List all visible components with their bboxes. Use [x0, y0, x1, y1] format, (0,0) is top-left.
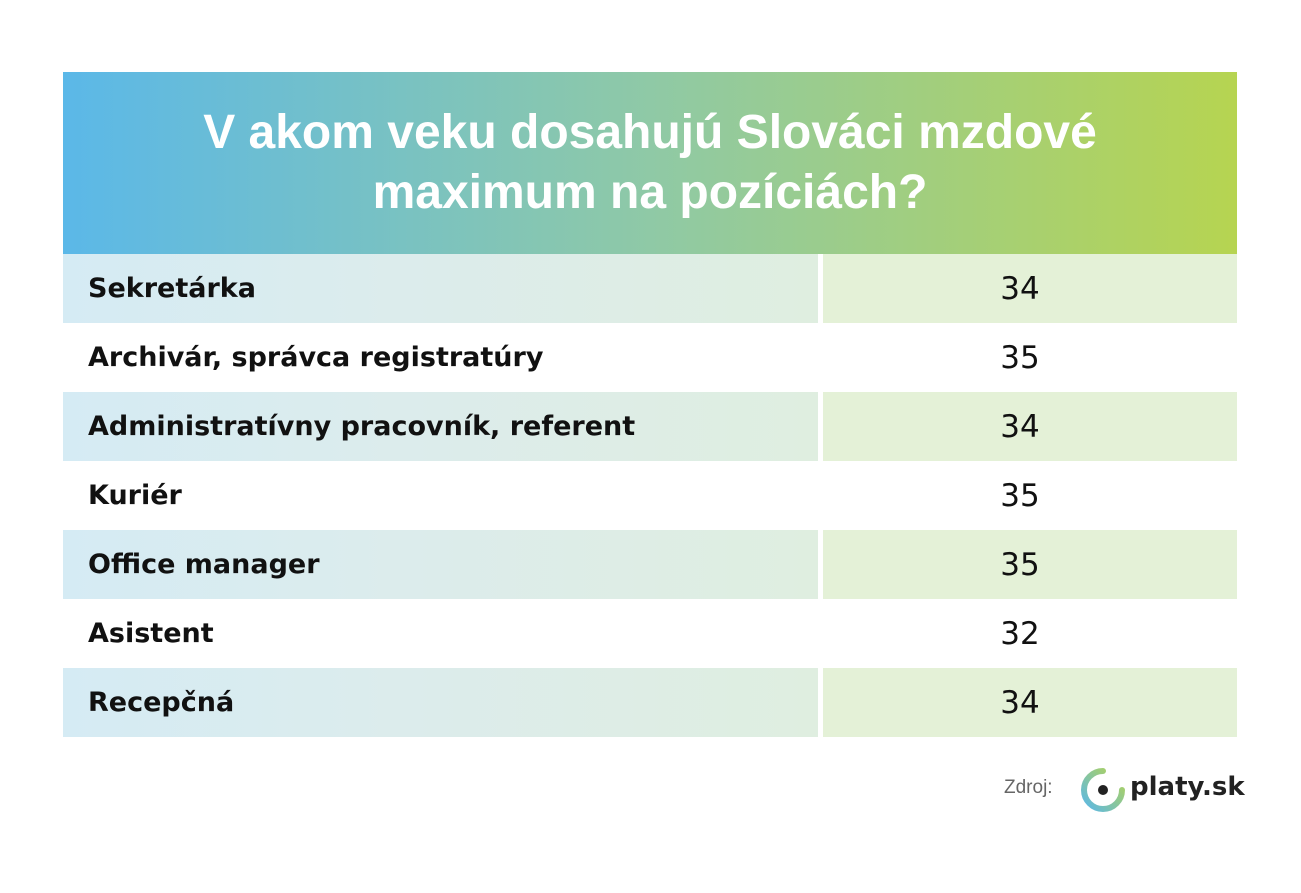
table-row: Administratívny pracovník, referent 34 — [63, 392, 1237, 461]
age-value: 35 — [1000, 339, 1040, 376]
position-label: Office manager — [88, 549, 320, 580]
age-value: 34 — [1000, 684, 1040, 721]
age-value: 34 — [1000, 270, 1040, 307]
value-cell: 35 — [823, 323, 1237, 392]
label-cell: Kuriér — [63, 461, 818, 530]
value-cell: 34 — [823, 254, 1237, 323]
table-row: Asistent 32 — [63, 599, 1237, 668]
table: Sekretárka 34 Archivár, správca registratú… — [63, 254, 1237, 737]
table-row: Office manager 35 — [63, 530, 1237, 599]
title-line: V akom veku dosahujú Slováci mzdové — [203, 106, 1097, 159]
logo-icon — [1081, 768, 1125, 812]
position-label: Archivár, správca registratúry — [88, 342, 544, 373]
position-label: Kuriér — [88, 480, 182, 511]
label-cell: Administratívny pracovník, referent — [63, 392, 818, 461]
position-label: Asistent — [88, 618, 214, 649]
table-row: Recepčná 34 — [63, 668, 1237, 737]
label-cell: Asistent — [63, 599, 818, 668]
value-cell: 35 — [823, 530, 1237, 599]
position-label: Sekretárka — [88, 273, 256, 304]
position-label: Administratívny pracovník, referent — [88, 411, 636, 442]
table-row: Kuriér 35 — [63, 461, 1237, 530]
age-value: 32 — [1000, 615, 1040, 652]
logo-text: platy.sk — [1130, 772, 1245, 802]
age-value: 35 — [1000, 477, 1040, 514]
value-cell: 34 — [823, 668, 1237, 737]
value-cell: 35 — [823, 461, 1237, 530]
title-line: maximum na pozíciách? — [372, 166, 928, 219]
label-cell: Archivár, správca registratúry — [63, 323, 818, 392]
header: V akom veku dosahujú Slováci mzdové maxi… — [63, 72, 1237, 254]
value-cell: 34 — [823, 392, 1237, 461]
label-cell: Recepčná — [63, 668, 818, 737]
table-row: Archivár, správca registratúry 35 — [63, 323, 1237, 392]
table-row: Sekretárka 34 — [63, 254, 1237, 323]
source-label: Zdroj: — [1004, 777, 1053, 798]
age-value: 34 — [1000, 408, 1040, 445]
label-cell: Office manager — [63, 530, 818, 599]
age-value: 35 — [1000, 546, 1040, 583]
position-label: Recepčná — [88, 687, 235, 718]
label-cell: Sekretárka — [63, 254, 818, 323]
value-cell: 32 — [823, 599, 1237, 668]
